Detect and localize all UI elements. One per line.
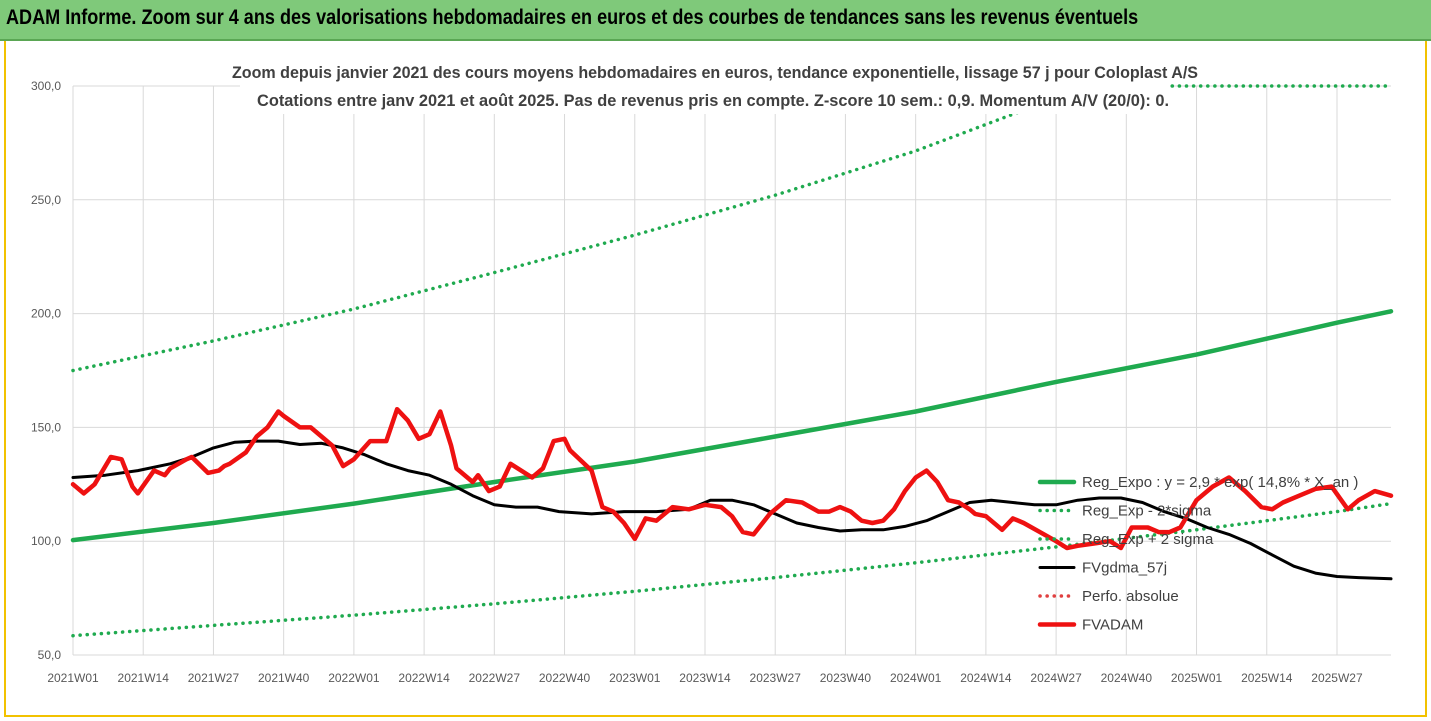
x-tick-label: 2023W40 xyxy=(820,671,872,685)
x-tick-label: 2024W40 xyxy=(1101,671,1153,685)
series-line-2 xyxy=(71,84,1393,373)
chart-subtitle-line2: Cotations entre janv 2021 et août 2025. … xyxy=(257,91,1169,110)
x-tick-label: 2025W01 xyxy=(1171,671,1223,685)
x-tick-label: 2024W14 xyxy=(960,671,1012,685)
legend-label: Perfo. absolue xyxy=(1082,588,1179,605)
chart-frame xyxy=(4,41,1427,717)
chart-subtitle-line1: Zoom depuis janvier 2021 des cours moyen… xyxy=(232,63,1198,82)
y-tick-label: 150,0 xyxy=(31,420,61,434)
x-tick-label: 2025W14 xyxy=(1241,671,1293,685)
x-tick-label: 2025W27 xyxy=(1311,671,1363,685)
series-line-3 xyxy=(71,439,1393,581)
legend-label: Reg_Exp + 2 sigma xyxy=(1082,531,1214,548)
series-line-0 xyxy=(70,309,1394,543)
x-tick-label: 2021W14 xyxy=(118,671,170,685)
banner-title: ADAM Informe. Zoom sur 4 ans des valoris… xyxy=(6,6,1139,29)
y-tick-label: 250,0 xyxy=(31,193,61,207)
y-tick-label: 200,0 xyxy=(31,307,61,321)
x-tick-label: 2022W40 xyxy=(539,671,591,685)
x-tick-label: 2023W14 xyxy=(679,671,731,685)
legend-label: Reg_Exp - 2*sigma xyxy=(1082,503,1212,520)
x-tick-label: 2022W27 xyxy=(469,671,521,685)
x-tick-label: 2021W27 xyxy=(188,671,240,685)
y-tick-label: 300,0 xyxy=(31,79,61,93)
y-tick-label: 100,0 xyxy=(31,534,61,548)
y-tick-label: 50,0 xyxy=(38,648,62,662)
x-tick-label: 2024W01 xyxy=(890,671,942,685)
series-line-1 xyxy=(71,501,1393,638)
x-tick-label: 2023W01 xyxy=(609,671,661,685)
legend-label: Reg_Expo : y = 2,9 * exp( 14,8% * X_an ) xyxy=(1082,474,1358,491)
x-tick-label: 2023W27 xyxy=(750,671,802,685)
x-tick-label: 2022W14 xyxy=(398,671,450,685)
x-tick-label: 2024W27 xyxy=(1030,671,1082,685)
title-banner: ADAM Informe. Zoom sur 4 ans des valoris… xyxy=(0,0,1431,41)
series-line-5 xyxy=(70,406,1394,551)
x-tick-label: 2021W01 xyxy=(47,671,99,685)
x-tick-label: 2021W40 xyxy=(258,671,310,685)
legend-label: FVADAM xyxy=(1082,617,1143,634)
legend-label: FVgdma_57j xyxy=(1082,560,1167,577)
x-tick-label: 2022W01 xyxy=(328,671,380,685)
subtitle-background xyxy=(240,58,1170,114)
